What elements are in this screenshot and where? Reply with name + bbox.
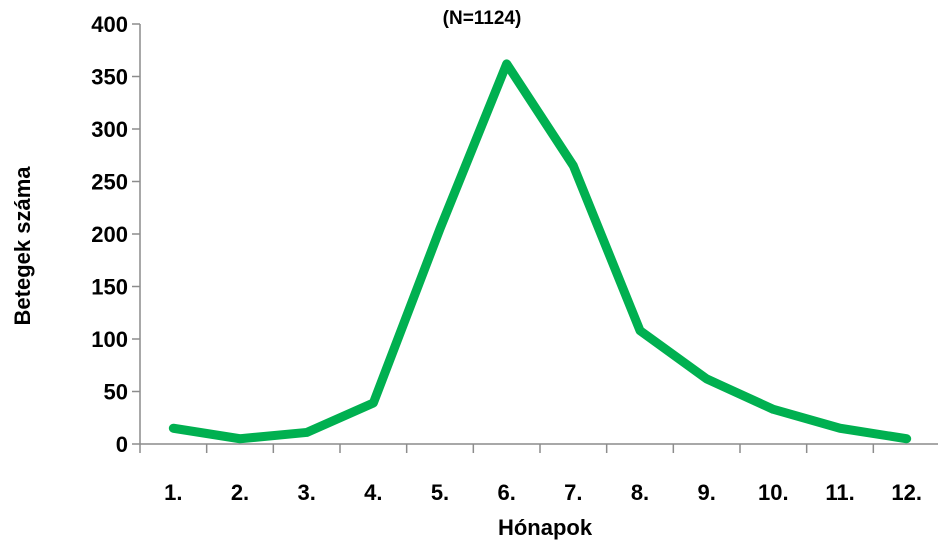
x-tick-label: 4. bbox=[364, 480, 382, 505]
data-point bbox=[772, 408, 774, 410]
y-tick-label: 0 bbox=[116, 432, 128, 457]
data-point bbox=[506, 63, 508, 65]
x-tick-label: 2. bbox=[231, 480, 249, 505]
x-tick-label: 8. bbox=[631, 480, 649, 505]
data-point bbox=[439, 228, 441, 230]
y-tick-label: 400 bbox=[91, 12, 128, 37]
data-point bbox=[839, 427, 841, 429]
data-point bbox=[906, 438, 908, 440]
y-tick-label: 250 bbox=[91, 170, 128, 195]
x-tick-label: 11. bbox=[825, 480, 854, 505]
data-point bbox=[239, 438, 241, 440]
y-tick-label: 350 bbox=[91, 65, 128, 90]
data-point bbox=[639, 330, 641, 332]
x-tick-label: 5. bbox=[431, 480, 449, 505]
x-tick-label: 3. bbox=[297, 480, 315, 505]
y-tick-label: 300 bbox=[91, 117, 128, 142]
x-tick-label: 9. bbox=[697, 480, 715, 505]
y-axis: 0 50 100 150 200 250 300 350 400 bbox=[91, 12, 141, 457]
data-point bbox=[172, 427, 174, 429]
x-tick-label: 6. bbox=[497, 480, 515, 505]
x-tick-label: 1. bbox=[164, 480, 182, 505]
chart-title: (N=1124) bbox=[443, 8, 522, 29]
x-tick-label: 7. bbox=[564, 480, 582, 505]
series-line bbox=[168, 59, 912, 444]
y-tick-label: 200 bbox=[91, 222, 128, 247]
data-point bbox=[572, 165, 574, 167]
data-point bbox=[372, 402, 374, 404]
series-group bbox=[168, 59, 912, 444]
data-point bbox=[306, 431, 308, 433]
y-tick-label: 100 bbox=[91, 327, 128, 352]
x-axis-title: Hónapok bbox=[498, 515, 593, 540]
x-tick-label: 10. bbox=[758, 480, 789, 505]
x-tick-label: 12. bbox=[891, 480, 922, 505]
x-axis: 1. 2. 3. 4. 5. 6. 7. 8. 9. 10. 11. 12. bbox=[139, 443, 938, 505]
y-axis-title: Betegek száma bbox=[10, 166, 35, 326]
y-tick-label: 50 bbox=[104, 380, 128, 405]
data-point bbox=[706, 378, 708, 380]
y-tick-label: 150 bbox=[91, 275, 128, 300]
